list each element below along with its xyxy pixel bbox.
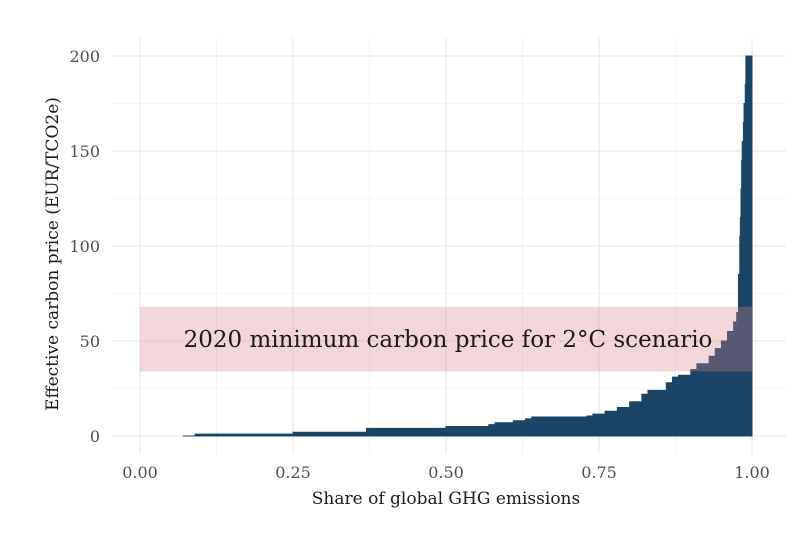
y-tick-label: 50 xyxy=(80,332,100,351)
x-tick-label: 0.50 xyxy=(428,463,464,482)
y-tick-labels: 0 50 100 150 200 xyxy=(69,47,100,446)
y-tick-label: 200 xyxy=(69,47,100,66)
y-tick-label: 100 xyxy=(69,237,100,256)
x-tick-labels: 0.00 0.25 0.50 0.75 1.00 xyxy=(122,463,770,482)
x-tick-label: 1.00 xyxy=(734,463,770,482)
band-layer: 2020 minimum carbon price for 2°C scenar… xyxy=(140,306,752,372)
band-label: 2020 minimum carbon price for 2°C scenar… xyxy=(184,327,713,353)
x-axis-title: Share of global GHG emissions xyxy=(312,489,580,509)
y-tick-label: 0 xyxy=(90,427,100,446)
y-axis-title: Effective carbon price (EUR/TCO2e) xyxy=(43,97,63,411)
emissions-price-area xyxy=(182,55,753,437)
x-tick-label: 0.00 xyxy=(122,463,158,482)
y-tick-label: 150 xyxy=(69,142,100,161)
x-tick-label: 0.75 xyxy=(581,463,617,482)
x-tick-label: 0.25 xyxy=(275,463,311,482)
target-price-band xyxy=(140,306,752,372)
area-layer xyxy=(182,55,753,437)
